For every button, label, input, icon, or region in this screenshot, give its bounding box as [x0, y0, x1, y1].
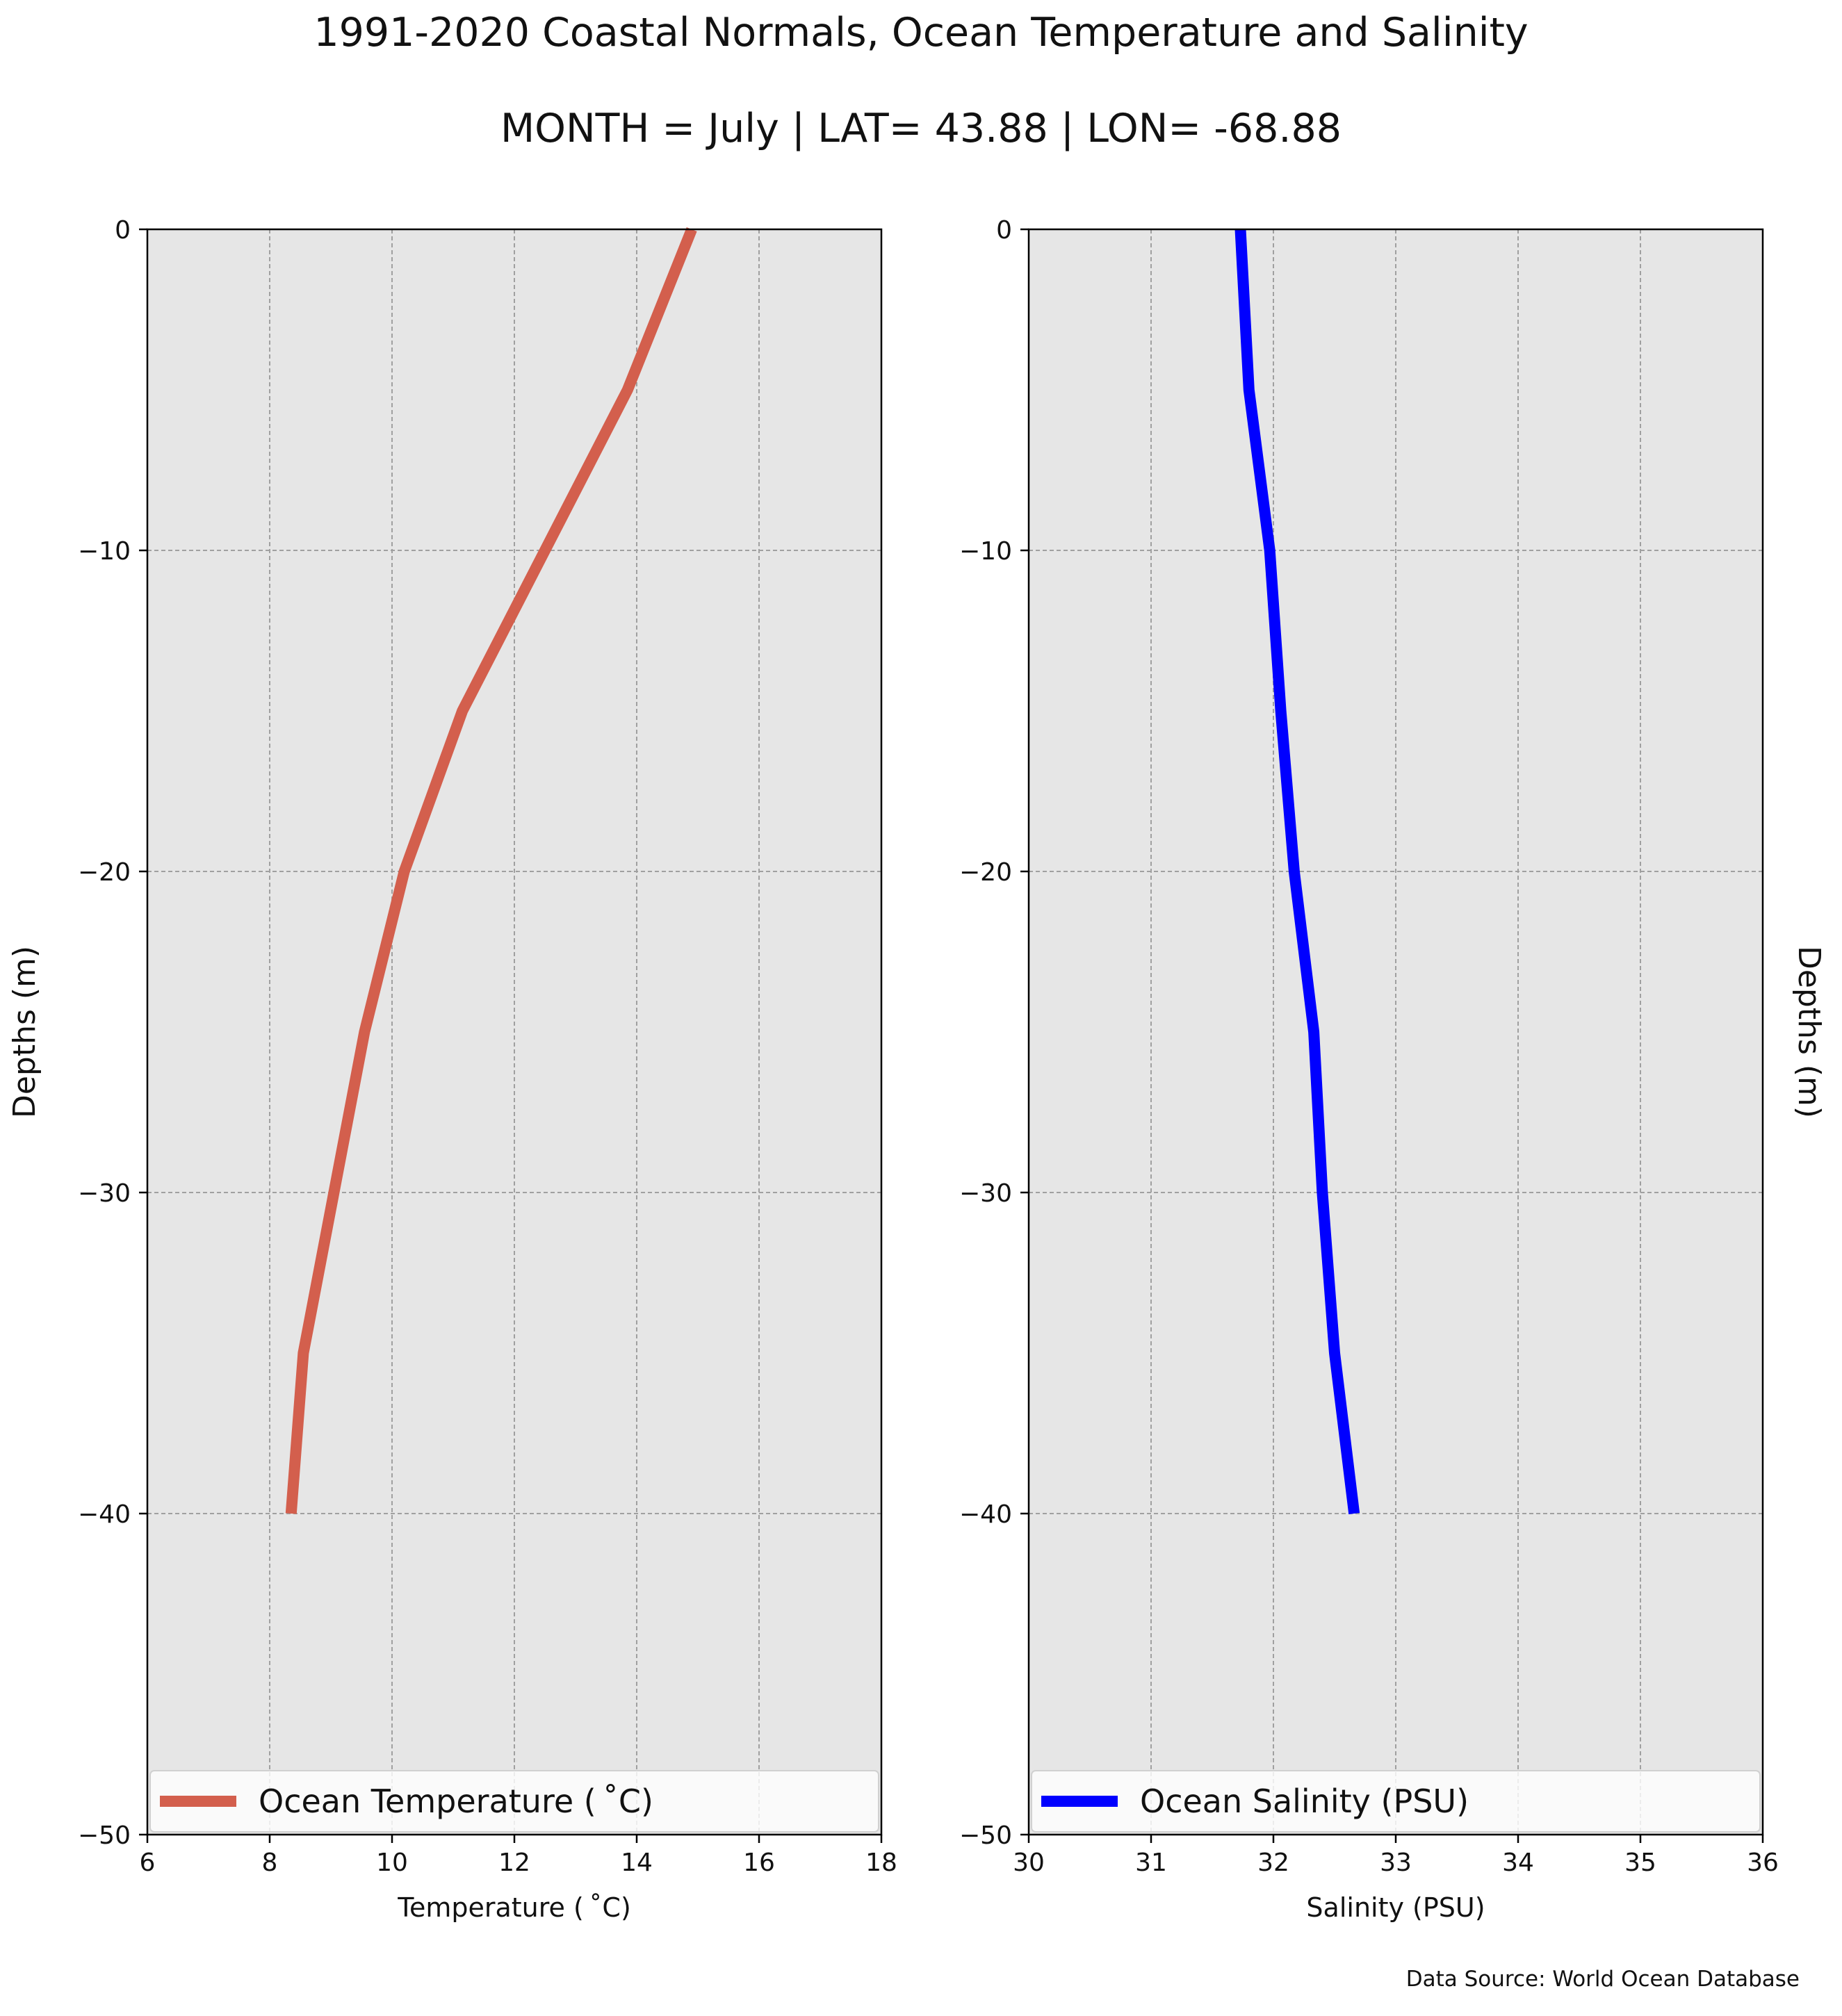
salinity-x-tick-label: 34	[1502, 1849, 1534, 1877]
salinity-legend-box	[1031, 1770, 1761, 1833]
salinity-y-tick-label: −10	[959, 537, 1012, 566]
temperature-y-tick-label: −10	[78, 537, 131, 566]
salinity-legend: Ocean Salinity (PSU)	[1031, 1770, 1761, 1833]
temperature-legend: Ocean Temperature ( ˚C)	[149, 1770, 879, 1833]
temperature-y-tick-label: −30	[78, 1179, 131, 1208]
temperature-y-tick-label: −20	[78, 858, 131, 887]
temperature-x-tick-label: 6	[140, 1849, 156, 1877]
temperature-legend-label: Ocean Temperature ( ˚C)	[259, 1783, 653, 1820]
salinity-y-tick-label: −30	[959, 1179, 1012, 1208]
salinity-x-tick-label: 31	[1135, 1849, 1167, 1877]
temperature-x-tick-label: 16	[743, 1849, 775, 1877]
temperature-x-tick-label: 14	[621, 1849, 653, 1877]
salinity-y-tick-label: −50	[959, 1821, 1012, 1850]
salinity-panel: Ocean Salinity (PSU) 30 31 32 33 34 35 36 0 −10 −2…	[959, 216, 1827, 1923]
salinity-y-tick-label: −20	[959, 858, 1012, 887]
temperature-x-tick-label: 10	[376, 1849, 408, 1877]
salinity-series-line	[1234, 229, 1360, 1514]
chart-subtitle: MONTH = July | LAT= 43.88 | LON= -68.88	[500, 106, 1342, 151]
data-source-note: Data Source: World Ocean Database	[1405, 1967, 1800, 1992]
salinity-x-tick-label: 35	[1624, 1849, 1656, 1877]
temperature-y-tick-label: 0	[115, 216, 131, 245]
salinity-x-tick-label: 36	[1747, 1849, 1779, 1877]
salinity-x-tick-label: 33	[1380, 1849, 1412, 1877]
temperature-x-tick-label: 18	[865, 1849, 897, 1877]
temperature-series-line	[285, 227, 697, 1514]
temperature-y-tick-label: −50	[78, 1821, 131, 1850]
temperature-legend-box	[149, 1770, 879, 1833]
chart-title: 1991-2020 Coastal Normals, Ocean Tempera…	[313, 10, 1529, 56]
salinity-y-axis-label: Depths (m)	[1791, 946, 1827, 1118]
salinity-y-tick-label: −40	[959, 1500, 1012, 1529]
salinity-legend-label: Ocean Salinity (PSU)	[1140, 1783, 1469, 1820]
salinity-x-tick-label: 30	[1013, 1849, 1045, 1877]
salinity-x-tick-label: 32	[1257, 1849, 1289, 1877]
temperature-x-tick-label: 12	[498, 1849, 530, 1877]
temperature-x-tick-label: 8	[262, 1849, 278, 1877]
temperature-y-tick-label: −40	[78, 1500, 131, 1529]
temperature-panel: Ocean Temperature ( ˚C) 6 8 10 12 14 16 18 0 −10 −…	[7, 216, 897, 1923]
temperature-y-axis-label: Depths (m)	[7, 946, 42, 1118]
temperature-x-axis-label: Temperature ( ˚C)	[397, 1892, 631, 1923]
salinity-x-axis-label: Salinity (PSU)	[1306, 1892, 1485, 1923]
salinity-y-tick-label: 0	[996, 216, 1012, 245]
